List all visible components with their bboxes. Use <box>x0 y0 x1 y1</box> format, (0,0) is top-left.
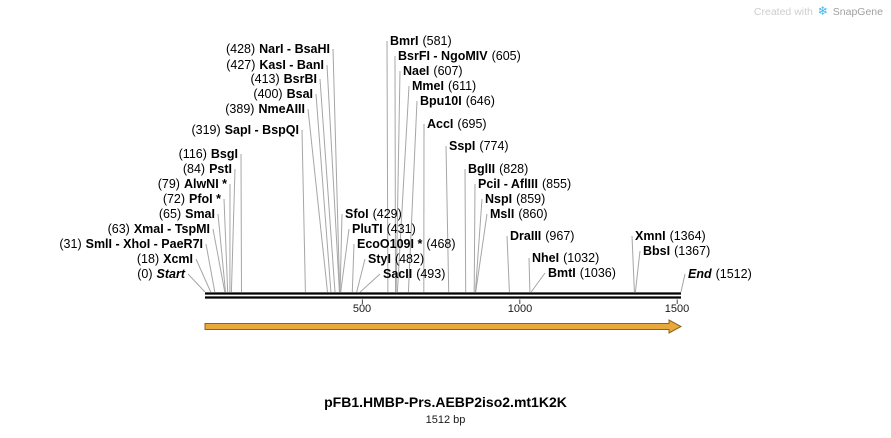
site-label[interactable]: StyI (482) <box>368 252 425 266</box>
site-label[interactable]: BsrFI - NgoMIV (605) <box>398 49 521 63</box>
snapgene-logo-icon: ❄ <box>817 4 828 18</box>
ruler-tick-1000: 1000 <box>507 303 533 315</box>
watermark-text: Created with <box>753 6 813 18</box>
site-label[interactable]: AccI (695) <box>427 117 487 131</box>
site-label[interactable]: (63) XmaI - TspMI <box>107 222 210 236</box>
site-label[interactable]: MmeI (611) <box>412 79 477 93</box>
site-label[interactable]: (79) AlwNI * <box>157 177 227 191</box>
site-label[interactable]: (72) PfoI * <box>162 192 221 206</box>
ruler-tick-1500: 1500 <box>664 303 690 315</box>
map-title: pFB1.HMBP-Prs.AEBP2iso2.mt1K2K <box>324 394 567 410</box>
sequence-line[interactable] <box>205 292 681 299</box>
site-label[interactable]: PluTI (431) <box>352 222 416 236</box>
site-label[interactable]: SspI (774) <box>449 139 509 153</box>
site-label[interactable]: EcoO109I * (468) <box>357 237 456 251</box>
site-label[interactable]: (427) KasI - BanI <box>226 58 324 72</box>
title-block: pFB1.HMBP-Prs.AEBP2iso2.mt1K2K 1512 bp <box>0 394 891 426</box>
site-label[interactable]: PciI - AflIII (855) <box>478 177 572 191</box>
site-label[interactable]: SfoI (429) <box>345 207 402 221</box>
start-label[interactable]: (0) Start <box>137 267 185 281</box>
feature-arrow[interactable] <box>204 319 683 334</box>
site-label[interactable]: (428) NarI - BsaHI <box>225 42 330 56</box>
site-label[interactable]: (319) SapI - BspQI <box>191 123 299 137</box>
site-label[interactable]: NaeI (607) <box>403 64 463 78</box>
site-label[interactable]: (18) XcmI <box>136 252 193 266</box>
site-label[interactable]: (413) BsrBI <box>250 72 317 86</box>
site-label[interactable]: (31) SmlI - XhoI - PaeR7I <box>59 237 203 251</box>
site-label[interactable]: (389) NmeAIII <box>225 102 305 116</box>
site-label[interactable]: SacII (493) <box>383 267 446 281</box>
site-label[interactable]: (84) PstI <box>182 162 232 176</box>
site-label[interactable]: NspI (859) <box>485 192 546 206</box>
site-label[interactable]: BbsI (1367) <box>643 244 711 258</box>
site-label[interactable]: (400) BsaI <box>253 87 313 101</box>
site-label[interactable]: BmrI (581) <box>390 34 452 48</box>
snapgene-brand: SnapGene <box>832 6 883 18</box>
snapgene-watermark: Created with ❄ SnapGene <box>754 4 883 18</box>
site-label[interactable]: NheI (1032) <box>532 251 600 265</box>
site-label[interactable]: BmtI (1036) <box>548 266 616 280</box>
site-label[interactable]: Bpu10I (646) <box>420 94 495 108</box>
site-label[interactable]: BglII (828) <box>468 162 529 176</box>
ruler-ticks <box>361 299 678 304</box>
site-label[interactable]: (65) SmaI <box>158 207 215 221</box>
site-label[interactable]: XmnI (1364) <box>635 229 706 243</box>
site-label[interactable]: DraIII (967) <box>510 229 575 243</box>
map-length: 1512 bp <box>425 414 466 426</box>
site-label[interactable]: (116) BsgI <box>178 147 238 161</box>
site-label[interactable]: MslI (860) <box>490 207 548 221</box>
end-label[interactable]: End (1512) <box>688 267 752 281</box>
ruler-tick-500: 500 <box>352 303 372 315</box>
